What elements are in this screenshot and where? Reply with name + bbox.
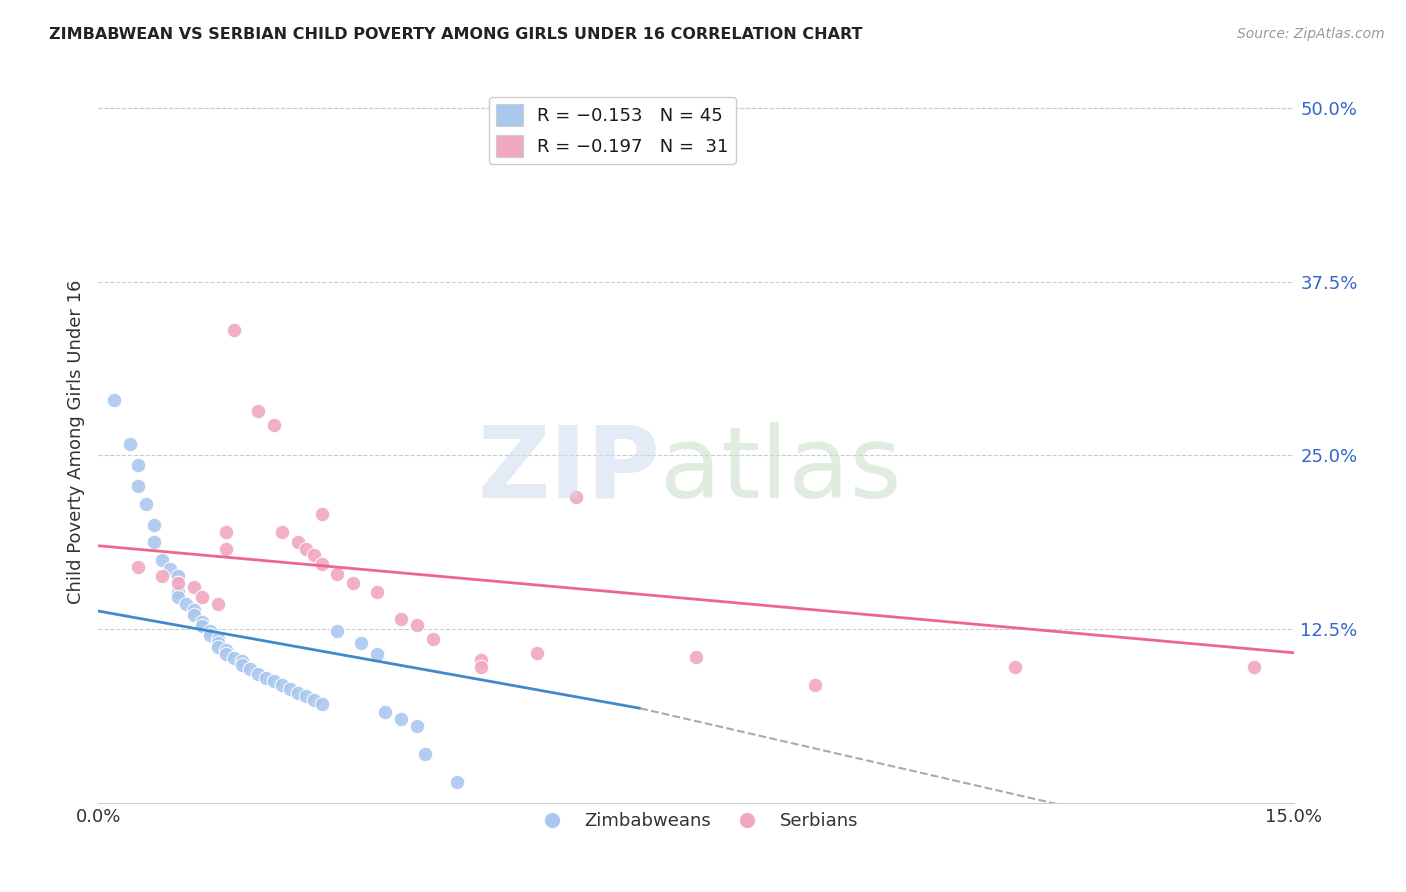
Point — [120, 437, 142, 451]
Point — [565, 490, 588, 504]
Text: ZIP: ZIP — [477, 422, 661, 519]
Point — [446, 775, 468, 789]
Point — [389, 713, 412, 727]
Point — [239, 662, 262, 676]
Point — [222, 323, 245, 337]
Point — [302, 549, 325, 563]
Point — [342, 576, 364, 591]
Point — [246, 404, 269, 418]
Point — [263, 673, 285, 688]
Point — [294, 689, 316, 703]
Point — [374, 706, 396, 720]
Point — [103, 392, 125, 407]
Point — [207, 636, 229, 650]
Point — [167, 590, 190, 604]
Point — [270, 678, 292, 692]
Y-axis label: Child Poverty Among Girls Under 16: Child Poverty Among Girls Under 16 — [66, 279, 84, 604]
Point — [167, 576, 190, 591]
Point — [287, 686, 309, 700]
Point — [311, 507, 333, 521]
Point — [207, 597, 229, 611]
Point — [366, 647, 388, 661]
Point — [135, 497, 157, 511]
Point — [413, 747, 436, 761]
Point — [294, 541, 316, 556]
Point — [150, 552, 173, 566]
Point — [207, 632, 229, 646]
Point — [270, 524, 292, 539]
Point — [470, 653, 492, 667]
Point — [191, 619, 214, 633]
Point — [231, 658, 253, 673]
Point — [326, 566, 349, 581]
Point — [366, 584, 388, 599]
Point — [167, 569, 190, 583]
Text: atlas: atlas — [661, 422, 901, 519]
Point — [222, 651, 245, 665]
Point — [215, 643, 238, 657]
Point — [389, 612, 412, 626]
Point — [191, 615, 214, 630]
Point — [470, 659, 492, 673]
Point — [406, 719, 429, 733]
Text: ZIMBABWEAN VS SERBIAN CHILD POVERTY AMONG GIRLS UNDER 16 CORRELATION CHART: ZIMBABWEAN VS SERBIAN CHILD POVERTY AMON… — [49, 27, 863, 42]
Point — [159, 562, 181, 576]
Point — [191, 590, 214, 604]
Point — [127, 458, 149, 472]
Legend: Zimbabweans, Serbians: Zimbabweans, Serbians — [526, 805, 866, 837]
Point — [1004, 659, 1026, 673]
Point — [183, 602, 205, 616]
Point — [326, 624, 349, 638]
Point — [350, 636, 373, 650]
Point — [526, 646, 548, 660]
Point — [198, 628, 221, 642]
Point — [183, 581, 205, 595]
Point — [263, 417, 285, 432]
Point — [287, 534, 309, 549]
Point — [215, 541, 238, 556]
Point — [311, 697, 333, 711]
Point — [150, 569, 173, 583]
Point — [183, 608, 205, 623]
Point — [422, 632, 444, 646]
Point — [246, 666, 269, 681]
Point — [167, 584, 190, 599]
Point — [215, 647, 238, 661]
Point — [127, 479, 149, 493]
Point — [215, 524, 238, 539]
Point — [143, 517, 166, 532]
Point — [254, 671, 277, 685]
Point — [1243, 659, 1265, 673]
Point — [685, 649, 707, 664]
Point — [198, 624, 221, 638]
Text: Source: ZipAtlas.com: Source: ZipAtlas.com — [1237, 27, 1385, 41]
Point — [278, 681, 301, 696]
Point — [127, 559, 149, 574]
Point — [804, 678, 827, 692]
Point — [302, 693, 325, 707]
Point — [207, 640, 229, 655]
Point — [143, 534, 166, 549]
Point — [231, 654, 253, 668]
Point — [174, 597, 197, 611]
Point — [406, 618, 429, 632]
Point — [311, 557, 333, 571]
